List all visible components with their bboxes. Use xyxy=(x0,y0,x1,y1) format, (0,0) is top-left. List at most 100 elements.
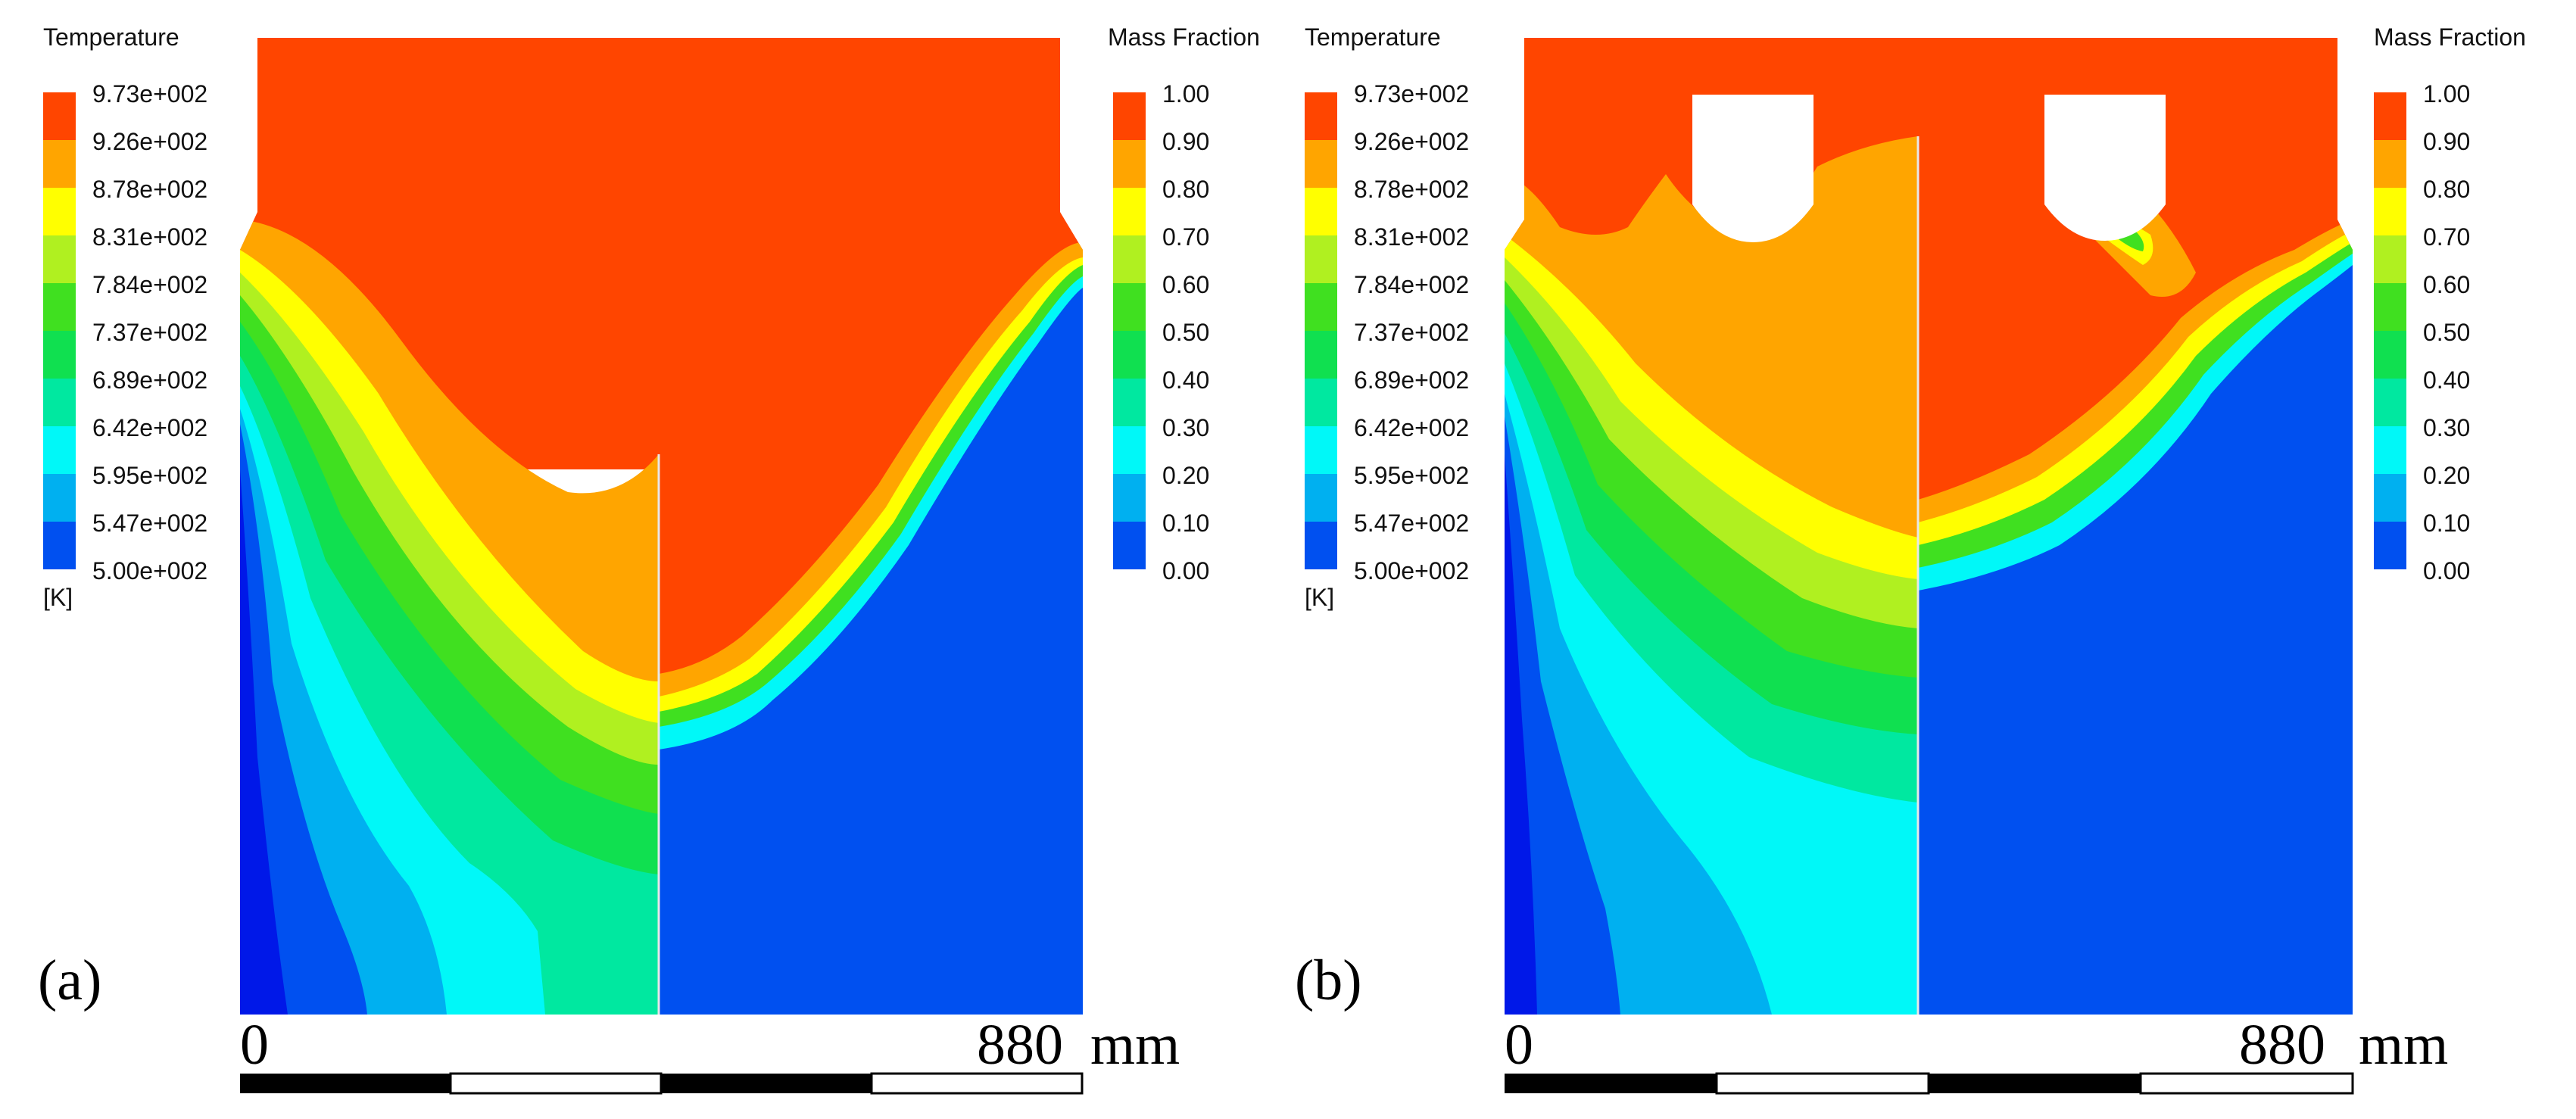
panel-b-contour xyxy=(1505,38,2353,1015)
legend-swatch xyxy=(1113,474,1146,522)
legend-tick-label: 8.31e+002 xyxy=(1354,223,1469,251)
scale-start-label: 0 xyxy=(240,1013,269,1077)
scale-segment xyxy=(240,1074,451,1093)
legend-tick-label: 6.89e+002 xyxy=(1354,366,1469,394)
scale-segment xyxy=(1715,1072,1930,1095)
panel-b-label: (b) xyxy=(1295,949,1362,1012)
legend-swatch xyxy=(1113,379,1146,426)
scale-start-label: 0 xyxy=(1505,1013,1533,1077)
panel-a-label: (a) xyxy=(38,949,101,1012)
legend-tick-label: 9.26e+002 xyxy=(92,128,207,155)
legend-swatch xyxy=(2374,140,2406,188)
scale-segment xyxy=(2139,1072,2354,1095)
scale-segment xyxy=(449,1072,663,1095)
legend-tick-label: 6.42e+002 xyxy=(1354,414,1469,441)
legend-swatch xyxy=(43,188,76,235)
legend-tick-label: 8.31e+002 xyxy=(92,223,207,251)
legend-tick-label: 0.00 xyxy=(1162,557,1209,584)
legend-swatch xyxy=(1113,92,1146,140)
legend-swatch xyxy=(43,474,76,522)
legend-swatch xyxy=(1305,426,1337,474)
legend-swatch xyxy=(1305,522,1337,569)
legend-swatch xyxy=(2374,235,2406,283)
legend-swatch xyxy=(1113,235,1146,283)
legend-tick-label: 1.00 xyxy=(1162,80,1209,108)
scale-end-label: 880 xyxy=(2239,1013,2325,1077)
scale-unit-label: mm xyxy=(1090,1013,1180,1077)
legend-swatch xyxy=(1113,188,1146,235)
scale-segment xyxy=(661,1074,872,1093)
legend-swatch xyxy=(2374,92,2406,140)
legend-tick-label: 0.30 xyxy=(1162,414,1209,441)
panel-b-mass-fraction-legend: Mass Fraction 1.00 0.90 0.80 0.70 0.60 0.50 0.4… xyxy=(2374,23,2526,584)
legend-tick-label: 0.70 xyxy=(1162,223,1209,251)
panel-a-mass-fraction-legend: Mass Fraction 1.00 0.90 0.80 0.70 0.60 0.50 0.4… xyxy=(1108,23,1260,584)
legend-swatch xyxy=(43,426,76,474)
legend-title: Mass Fraction xyxy=(1108,23,1260,51)
legend-swatch xyxy=(1305,283,1337,331)
legend-swatch xyxy=(1113,426,1146,474)
legend-tick-label: 0.40 xyxy=(2423,366,2470,394)
legend-tick-label: 0.40 xyxy=(1162,366,1209,394)
legend-unit: [K] xyxy=(43,584,73,611)
legend-swatch xyxy=(1305,92,1337,140)
legend-swatch xyxy=(2374,188,2406,235)
legend-swatch xyxy=(1305,140,1337,188)
legend-tick-label: 0.60 xyxy=(1162,271,1209,298)
legend-swatch xyxy=(43,235,76,283)
legend-tick-label: 5.95e+002 xyxy=(1354,462,1469,489)
legend-tick-label: 5.95e+002 xyxy=(92,462,207,489)
legend-tick-label: 0.50 xyxy=(2423,319,2470,346)
legend-tick-label: 0.80 xyxy=(2423,176,2470,203)
legend-tick-label: 0.50 xyxy=(1162,319,1209,346)
legend-swatch xyxy=(43,379,76,426)
legend-tick-label: 0.00 xyxy=(2423,557,2470,584)
legend-tick-label: 0.90 xyxy=(2423,128,2470,155)
legend-tick-label: 6.42e+002 xyxy=(92,414,207,441)
legend-swatch xyxy=(43,331,76,379)
legend-swatch xyxy=(2374,283,2406,331)
legend-tick-label: 5.47e+002 xyxy=(1354,510,1469,537)
legend-tick-label: 0.30 xyxy=(2423,414,2470,441)
legend-tick-label: 0.10 xyxy=(1162,510,1209,537)
legend-swatch xyxy=(2374,522,2406,569)
legend-title: Temperature xyxy=(1305,23,1441,51)
legend-tick-label: 7.37e+002 xyxy=(1354,319,1469,346)
legend-swatch xyxy=(1113,522,1146,569)
legend-tick-label: 0.10 xyxy=(2423,510,2470,537)
legend-tick-label: 9.26e+002 xyxy=(1354,128,1469,155)
legend-tick-label: 7.37e+002 xyxy=(92,319,207,346)
legend-swatch xyxy=(2374,426,2406,474)
scale-unit-label: mm xyxy=(2359,1013,2448,1077)
legend-tick-label: 7.84e+002 xyxy=(92,271,207,298)
legend-tick-label: 0.20 xyxy=(2423,462,2470,489)
panel-a-contour xyxy=(240,38,1083,1015)
legend-tick-label: 5.47e+002 xyxy=(92,510,207,537)
legend-tick-label: 0.70 xyxy=(2423,223,2470,251)
legend-swatch xyxy=(2374,379,2406,426)
legend-tick-label: 9.73e+002 xyxy=(1354,80,1469,108)
panel-a-temperature-legend: Temperature 9.73e+002 9.26e+002 8.78e+002 8.… xyxy=(43,23,207,611)
legend-swatch xyxy=(1305,331,1337,379)
legend-swatch xyxy=(1113,283,1146,331)
legend-tick-label: 0.80 xyxy=(1162,176,1209,203)
legend-tick-label: 8.78e+002 xyxy=(1354,176,1469,203)
legend-swatch xyxy=(1113,331,1146,379)
legend-tick-label: 7.84e+002 xyxy=(1354,271,1469,298)
scale-segment xyxy=(870,1072,1084,1095)
legend-swatch xyxy=(2374,474,2406,522)
scale-segment xyxy=(1929,1074,2141,1093)
legend-tick-label: 1.00 xyxy=(2423,80,2470,108)
legend-tick-label: 8.78e+002 xyxy=(92,176,207,203)
legend-swatch xyxy=(2374,331,2406,379)
legend-tick-label: 5.00e+002 xyxy=(92,557,207,584)
legends: Temperature 9.73e+002 9.26e+002 8.78e+002 8.… xyxy=(43,23,2526,611)
legend-tick-label: 9.73e+002 xyxy=(92,80,207,108)
legend-tick-label: 6.89e+002 xyxy=(92,366,207,394)
scale-segment xyxy=(1505,1074,1717,1093)
panel-b-scale-bar: 0 880 mm xyxy=(1505,1013,2448,1095)
legend-swatch xyxy=(1113,140,1146,188)
legend-swatch xyxy=(43,92,76,140)
legend-swatch xyxy=(43,283,76,331)
